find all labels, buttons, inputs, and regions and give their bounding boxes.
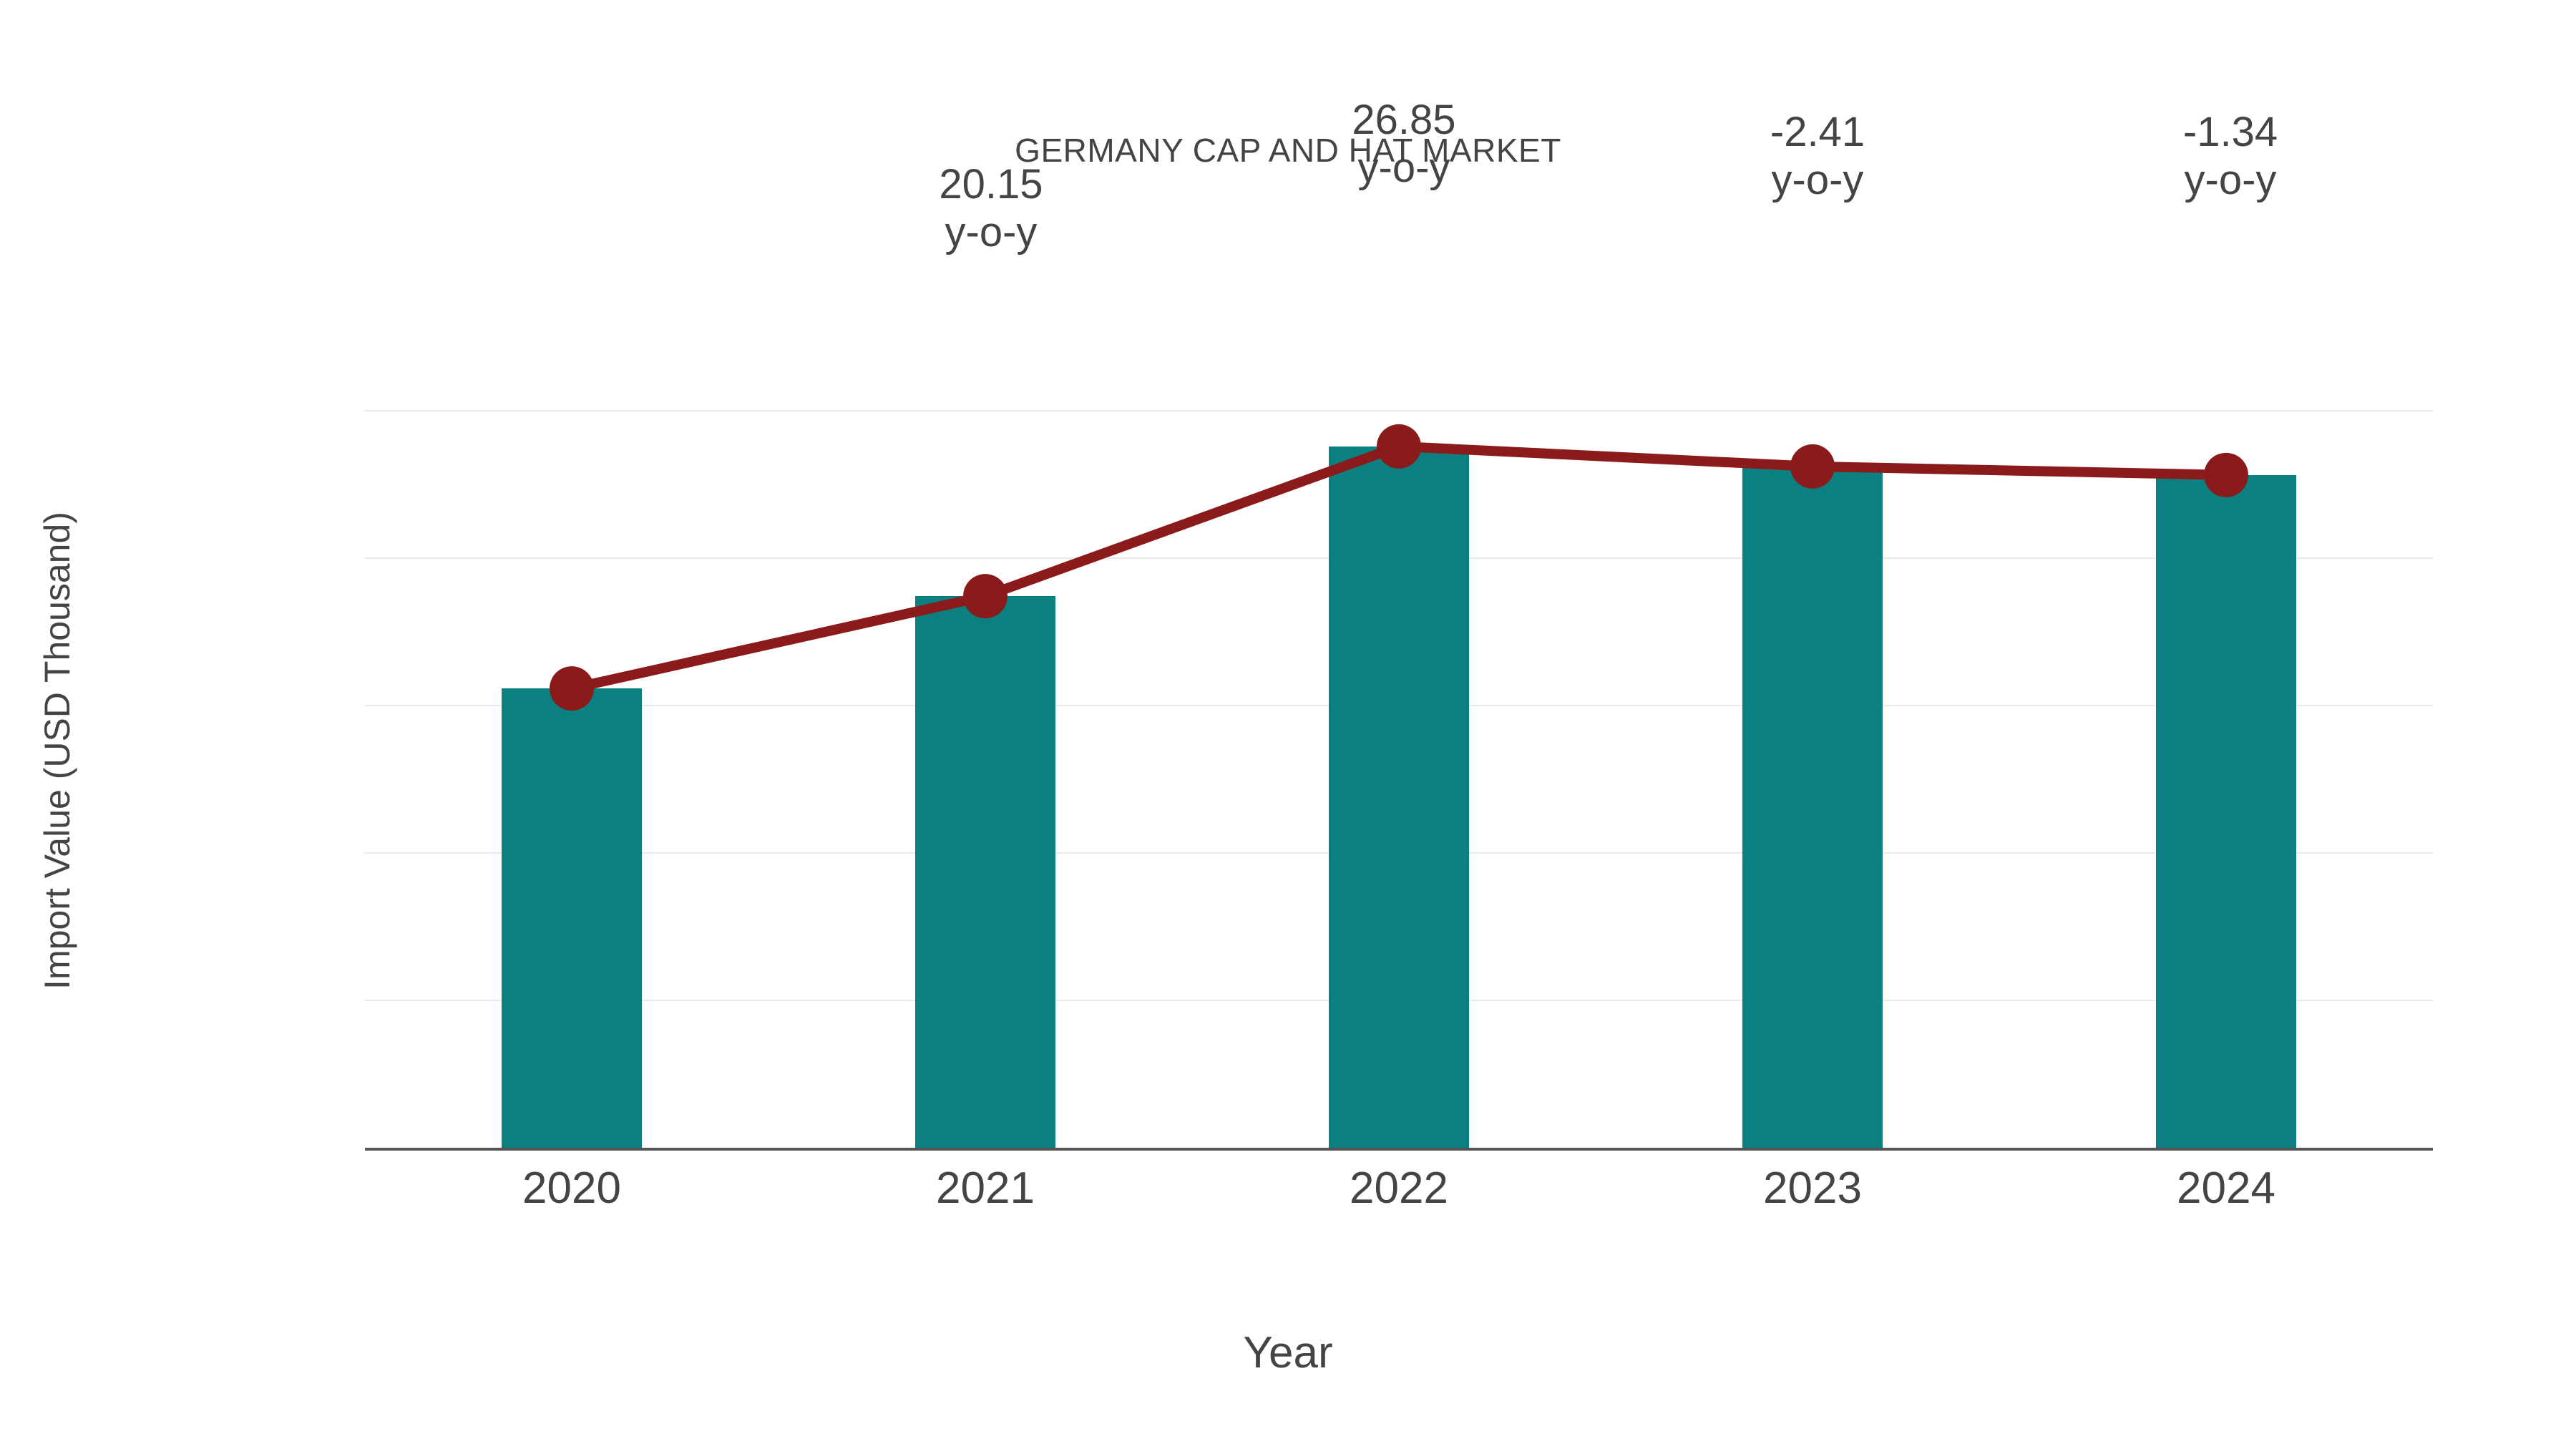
x-axis-line: [365, 1148, 2433, 1151]
bar-2022[interactable]: [1329, 446, 1469, 1148]
bar-2021[interactable]: [915, 596, 1055, 1148]
yoy-marker-2022[interactable]: [1377, 424, 1421, 469]
annotation-2022-value: 26.85: [1352, 97, 1456, 143]
annotation-2023-unit: y-o-y: [1771, 156, 1864, 203]
y-axis-title: Import Value (USD Thousand): [37, 512, 77, 990]
x-axis-title: Year: [1243, 1328, 1333, 1377]
x-tick-label-2021: 2021: [936, 1163, 1035, 1213]
bar-2020[interactable]: [502, 688, 642, 1148]
yoy-line-series: [550, 424, 2248, 711]
x-tick-label-2020: 2020: [522, 1163, 621, 1213]
annotation-2024-value: -1.34: [2182, 109, 2278, 155]
bar-2024[interactable]: [2156, 474, 2296, 1148]
yoy-marker-2023[interactable]: [1790, 444, 1835, 489]
yoy-marker-2024[interactable]: [2204, 452, 2248, 497]
yoy-marker-2020[interactable]: [550, 666, 594, 711]
annotation-2024-unit: y-o-y: [2184, 156, 2277, 203]
annotation-2022-unit: y-o-y: [1357, 144, 1450, 191]
chart-title: GERMANY CAP AND HAT MARKET: [1015, 132, 1561, 169]
annotation-2021: 20.15 y-o-y: [826, 161, 1156, 256]
annotation-2024: -1.34 y-o-y: [2066, 109, 2395, 204]
gridline: [365, 410, 2433, 411]
annotation-2023: -2.41 y-o-y: [1653, 109, 1982, 204]
yoy-marker-2021[interactable]: [963, 574, 1008, 619]
bar-2023[interactable]: [1742, 466, 1883, 1148]
x-tick-label-2023: 2023: [1763, 1163, 1862, 1213]
y-axis-title-container: Import Value (USD Thousand): [0, 0, 77, 1449]
annotation-2021-value: 20.15: [939, 161, 1043, 208]
x-tick-label-2024: 2024: [2177, 1163, 2275, 1213]
plot-area: 2020 2021 2022 2023 2024: [365, 401, 2433, 1213]
annotation-2023-value: -2.41: [1770, 109, 1865, 155]
annotation-2021-unit: y-o-y: [945, 208, 1038, 255]
x-tick-label-2022: 2022: [1350, 1163, 1448, 1213]
yoy-line-path: [567, 441, 2231, 694]
annotation-2022: 26.85 y-o-y: [1239, 97, 1568, 192]
